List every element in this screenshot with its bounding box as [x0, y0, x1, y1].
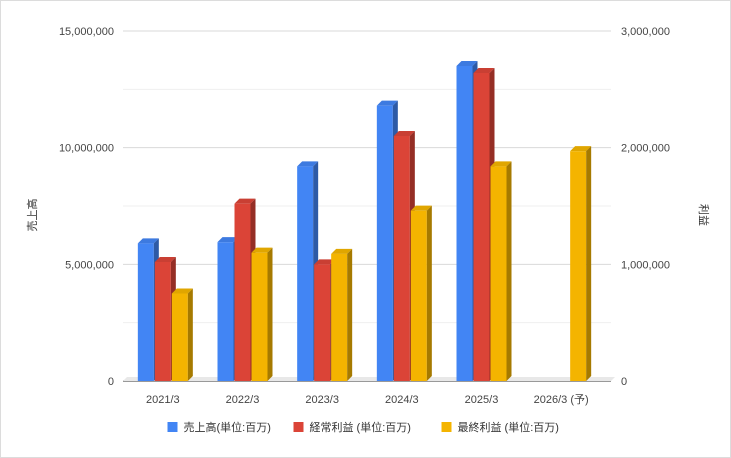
bar — [570, 146, 592, 381]
bar-side — [267, 247, 273, 381]
chart-floor — [123, 377, 615, 381]
bar-front — [234, 203, 251, 381]
bar-top — [314, 259, 336, 265]
bar — [410, 205, 432, 381]
bar-top — [570, 146, 592, 152]
bar-front — [473, 73, 490, 381]
bar — [171, 288, 193, 381]
bar-top — [376, 100, 398, 106]
left-tick-label: 10,000,000 — [59, 143, 114, 155]
legend-item: 最終利益 (単位:百万) — [441, 420, 559, 434]
bar-top — [490, 161, 512, 167]
bar-top — [137, 238, 159, 244]
bar-top — [154, 257, 176, 262]
bar-front — [297, 166, 314, 381]
legend-item: 経常利益 (単位:百万) — [293, 420, 411, 434]
bar-front — [456, 66, 473, 381]
bar-side — [426, 205, 432, 381]
bar-top — [297, 161, 319, 167]
bar-front — [171, 293, 188, 381]
bar-front — [314, 264, 331, 381]
bar — [331, 248, 353, 381]
legend: 売上高(単位:百万) 経常利益 (単位:百万) 最終利益 (単位:百万) — [167, 420, 559, 434]
bar-top — [217, 237, 239, 243]
legend-swatch — [293, 422, 304, 432]
bar-top — [410, 205, 432, 211]
bar-front — [217, 242, 234, 381]
bars — [137, 61, 592, 382]
bar-top — [171, 288, 193, 294]
bar-top — [456, 61, 478, 66]
bar-front — [490, 166, 507, 381]
x-axis: 2021/3 2022/3 2023/3 2024/3 2025/3 2026/3 (予) — [146, 393, 589, 406]
bar-side — [187, 288, 193, 381]
bar-front — [331, 253, 348, 381]
right-tick-label: 1,000,000 — [621, 259, 670, 271]
bar — [490, 161, 512, 381]
x-tick-label: 2024/3 — [385, 394, 419, 406]
bar-top — [234, 198, 256, 204]
bar-front — [410, 210, 427, 381]
x-tick-label: 2021/3 — [146, 394, 180, 406]
legend-label: 経常利益 (単位:百万) — [310, 420, 411, 434]
x-tick-label: 2026/3 (予) — [534, 393, 589, 406]
legend-label: 売上高(単位:百万) — [184, 420, 271, 434]
bar-top — [393, 131, 415, 136]
right-axis-title: 利益 — [697, 204, 711, 226]
x-tick-label: 2023/3 — [305, 394, 339, 406]
bar-side — [586, 146, 592, 381]
right-y-axis: 0 1,000,000 2,000,000 3,000,000 — [621, 26, 670, 388]
legend-swatch — [441, 422, 452, 432]
bar-side — [506, 161, 512, 381]
bar-front — [251, 252, 268, 381]
gridlines — [123, 30, 615, 382]
bar — [251, 247, 273, 381]
x-tick-label: 2025/3 — [465, 394, 499, 406]
legend-label: 最終利益 (単位:百万) — [458, 420, 559, 434]
left-y-axis: 0 5,000,000 10,000,000 15,000,000 — [59, 26, 114, 388]
bar-front — [376, 105, 393, 382]
right-tick-label: 2,000,000 — [621, 143, 670, 155]
legend-swatch — [167, 422, 178, 432]
left-axis-title: 売上高 — [25, 199, 39, 232]
bar-top — [473, 68, 495, 73]
bar-front — [154, 262, 171, 381]
bar-front — [393, 136, 410, 381]
left-tick-label: 0 — [108, 376, 114, 388]
right-tick-label: 3,000,000 — [621, 26, 670, 38]
bar-front — [570, 151, 587, 381]
bar-side — [347, 248, 353, 381]
left-tick-label: 15,000,000 — [59, 26, 114, 38]
bar-front — [137, 243, 154, 381]
left-tick-label: 5,000,000 — [65, 259, 114, 271]
bar-top — [331, 248, 353, 254]
x-tick-label: 2022/3 — [226, 394, 260, 406]
legend-item: 売上高(単位:百万) — [167, 420, 271, 434]
right-tick-label: 0 — [621, 376, 627, 388]
bar-top — [251, 247, 273, 253]
